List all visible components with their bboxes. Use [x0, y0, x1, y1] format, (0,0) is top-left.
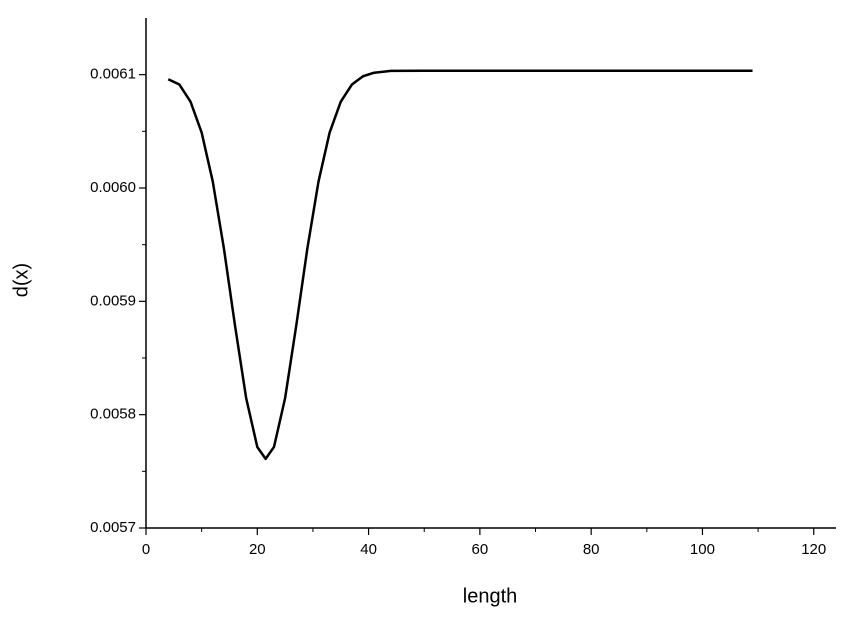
- y-axis-title: d(x): [10, 263, 32, 297]
- y-tick-label: 0.0057: [90, 519, 136, 536]
- y-tick-label: 0.0061: [90, 66, 136, 83]
- x-tick-label: 20: [249, 541, 266, 558]
- x-tick-label: 80: [583, 541, 600, 558]
- y-tick-label: 0.0058: [90, 406, 136, 423]
- x-tick-label: 0: [142, 541, 150, 558]
- y-tick-label: 0.0059: [90, 292, 136, 309]
- x-axis-title: length: [463, 585, 518, 607]
- y-tick-label: 0.0060: [90, 179, 136, 196]
- x-tick-label: 60: [472, 541, 489, 558]
- x-tick-label: 100: [690, 541, 715, 558]
- x-tick-label: 40: [360, 541, 377, 558]
- data-line: [167, 69, 753, 461]
- x-tick-label: 120: [801, 541, 826, 558]
